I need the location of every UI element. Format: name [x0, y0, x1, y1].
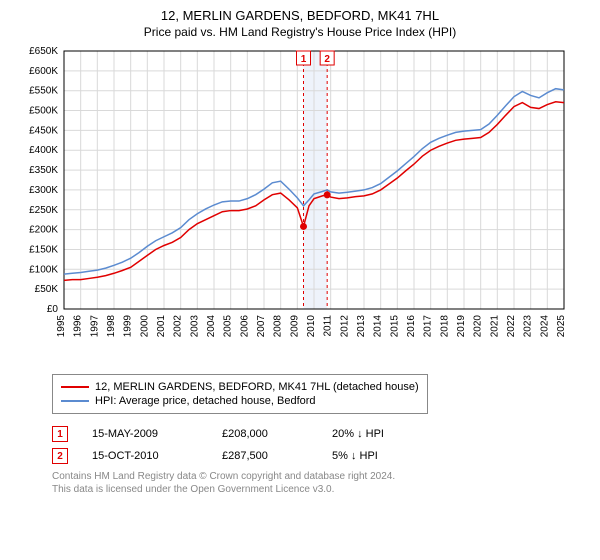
x-tick-label: 2012 — [339, 315, 350, 338]
x-tick-label: 1997 — [89, 315, 100, 338]
x-tick-label: 2015 — [389, 315, 400, 338]
y-tick-label: £300K — [29, 185, 58, 196]
x-tick-label: 2005 — [223, 315, 234, 338]
sale-cell-delta: 5% ↓ HPI — [332, 450, 432, 462]
footnote-line: Contains HM Land Registry data © Crown c… — [52, 470, 588, 483]
sale-marker-icon: 1 — [52, 426, 68, 442]
x-tick-label: 1999 — [123, 315, 134, 338]
legend-label: 12, MERLIN GARDENS, BEDFORD, MK41 7HL (d… — [95, 381, 419, 393]
x-tick-label: 2014 — [373, 315, 384, 338]
legend-box: 12, MERLIN GARDENS, BEDFORD, MK41 7HL (d… — [52, 374, 428, 414]
x-tick-label: 2018 — [439, 315, 450, 338]
legend-label: HPI: Average price, detached house, Bedf… — [95, 395, 316, 407]
x-tick-label: 2025 — [556, 315, 567, 338]
y-tick-label: £650K — [29, 46, 58, 57]
title-block: 12, MERLIN GARDENS, BEDFORD, MK41 7HL Pr… — [12, 8, 588, 39]
x-tick-label: 2023 — [523, 315, 534, 338]
x-tick-label: 2021 — [489, 315, 500, 338]
x-tick-label: 1996 — [73, 315, 84, 338]
x-tick-label: 2002 — [173, 315, 184, 338]
y-tick-label: £600K — [29, 66, 58, 77]
sale-cell-delta: 20% ↓ HPI — [332, 428, 432, 440]
price-chart: £0 £50K £100K £150K £200K £250K £300K £350K £400… — [12, 43, 572, 363]
y-tick-label: £450K — [29, 125, 58, 136]
x-tick-label: 2017 — [423, 315, 434, 338]
x-tick-label: 2004 — [206, 315, 217, 338]
y-tick-label: £100K — [29, 264, 58, 275]
x-tick-label: 2000 — [139, 315, 150, 338]
x-tick-label: 2001 — [156, 315, 167, 338]
footnote: Contains HM Land Registry data © Crown c… — [52, 470, 588, 496]
sale-cell-date: 15-OCT-2010 — [92, 450, 222, 462]
y-tick-label: £400K — [29, 145, 58, 156]
x-tick-label: 2009 — [289, 315, 300, 338]
x-tick-label: 2007 — [256, 315, 267, 338]
x-tick-label: 2006 — [239, 315, 250, 338]
sale-point — [324, 191, 331, 198]
sale-marker-icon: 2 — [52, 448, 68, 464]
legend-swatch — [61, 386, 89, 388]
x-tick-label: 2020 — [473, 315, 484, 338]
chart-container: £0 £50K £100K £150K £200K £250K £300K £350K £400… — [12, 43, 588, 366]
sale-row: 2 15-OCT-2010£287,5005% ↓ HPI — [52, 448, 588, 464]
highlight-band — [304, 51, 328, 309]
sale-cell-date: 15-MAY-2009 — [92, 428, 222, 440]
y-tick-label: £200K — [29, 225, 58, 236]
sale-marker-label: 1 — [301, 54, 307, 65]
x-tick-label: 2008 — [273, 315, 284, 338]
sale-point — [300, 223, 307, 230]
legend-row: HPI: Average price, detached house, Bedf… — [61, 395, 419, 407]
x-tick-label: 1995 — [56, 315, 67, 338]
x-tick-label: 2016 — [406, 315, 417, 338]
footnote-line: This data is licensed under the Open Gov… — [52, 483, 588, 496]
x-tick-label: 2019 — [456, 315, 467, 338]
sales-table: 1 15-MAY-2009£208,00020% ↓ HPI 2 15-OCT-201… — [52, 426, 588, 464]
y-tick-label: £550K — [29, 86, 58, 97]
x-tick-label: 2011 — [323, 315, 334, 337]
x-tick-label: 1998 — [106, 315, 117, 338]
legend-row: 12, MERLIN GARDENS, BEDFORD, MK41 7HL (d… — [61, 381, 419, 393]
sale-cell-price: £287,500 — [222, 450, 332, 462]
sale-row: 1 15-MAY-2009£208,00020% ↓ HPI — [52, 426, 588, 442]
y-tick-label: £50K — [35, 284, 59, 295]
sale-cell-marker: 2 — [52, 448, 92, 464]
x-tick-label: 2003 — [189, 315, 200, 338]
x-tick-label: 2013 — [356, 315, 367, 338]
y-tick-label: £500K — [29, 106, 58, 117]
sale-cell-price: £208,000 — [222, 428, 332, 440]
x-tick-label: 2024 — [539, 315, 550, 338]
y-tick-label: £250K — [29, 205, 58, 216]
page-title: 12, MERLIN GARDENS, BEDFORD, MK41 7HL — [12, 8, 588, 23]
sale-cell-marker: 1 — [52, 426, 92, 442]
page-subtitle: Price paid vs. HM Land Registry's House … — [12, 25, 588, 39]
x-tick-label: 2022 — [506, 315, 517, 338]
legend-swatch — [61, 400, 89, 402]
x-tick-label: 2010 — [306, 315, 317, 338]
sale-marker-label: 2 — [324, 54, 330, 65]
y-tick-label: £150K — [29, 244, 58, 255]
y-tick-label: £350K — [29, 165, 58, 176]
y-tick-label: £0 — [47, 304, 59, 315]
